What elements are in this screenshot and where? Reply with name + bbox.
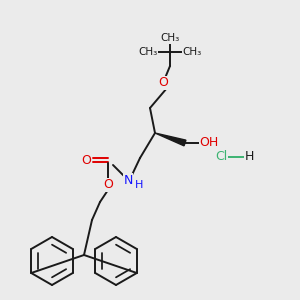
Text: CH₃: CH₃: [160, 33, 180, 43]
Text: CH₃: CH₃: [182, 47, 202, 57]
Text: CH₃: CH₃: [138, 47, 158, 57]
Text: O: O: [158, 76, 168, 89]
Text: O: O: [103, 178, 113, 191]
Text: O: O: [81, 154, 91, 166]
Polygon shape: [155, 133, 186, 146]
Text: Cl: Cl: [215, 151, 227, 164]
Text: OH: OH: [200, 136, 219, 148]
Text: H: H: [135, 180, 143, 190]
Text: H: H: [244, 151, 254, 164]
Text: N: N: [123, 173, 133, 187]
